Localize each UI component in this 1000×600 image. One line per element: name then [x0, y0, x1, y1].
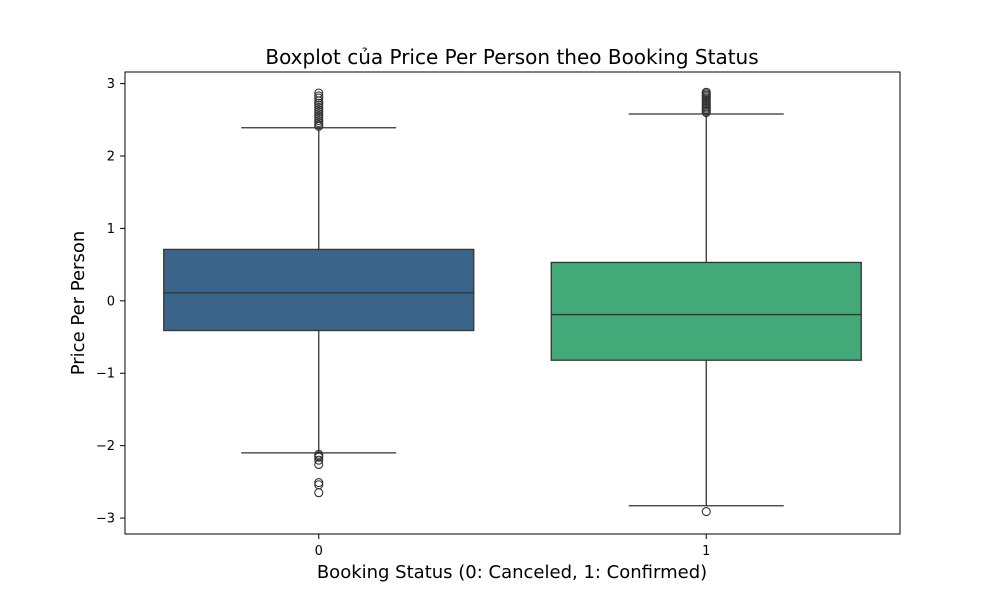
y-tick-label: −2: [96, 439, 115, 454]
outlier-point: [314, 102, 324, 113]
outlier-point: [314, 455, 324, 465]
chart-title: Boxplot của Price Per Person theo Bookin…: [265, 45, 758, 69]
y-axis-label: Price Per Person: [68, 231, 89, 376]
outlier-point: [314, 488, 324, 498]
x-tick-label: 0: [315, 544, 323, 559]
outlier-point: [314, 120, 324, 130]
outlier-point: [314, 118, 324, 128]
outlier-point: [314, 93, 324, 103]
y-tick-label: 0: [107, 294, 115, 309]
outlier-point: [314, 478, 324, 488]
outlier-point: [314, 105, 324, 115]
outlier-point: [314, 109, 324, 119]
y-tick-label: 2: [107, 150, 115, 165]
y-axis: 3 2 1 0 −1 −2 −3: [96, 77, 125, 527]
box-iqr: [163, 248, 475, 332]
box-group-0: [163, 88, 475, 498]
x-tick-label: 1: [702, 544, 710, 559]
outlier-point: [701, 87, 711, 97]
y-tick-label: −3: [96, 512, 115, 527]
plot-frame: [124, 71, 901, 535]
plot-area: [163, 87, 862, 517]
outlier-point: [314, 115, 324, 126]
outlier-point: [314, 98, 324, 108]
outlier-point: [314, 91, 324, 101]
y-tick-label: −1: [96, 367, 115, 382]
box-iqr: [550, 261, 862, 361]
outlier-point: [314, 111, 324, 121]
y-tick-label: 1: [107, 222, 115, 237]
outlier-point: [314, 107, 324, 117]
y-tick-label: 3: [107, 77, 115, 92]
outlier-point: [314, 113, 324, 123]
outlier-point: [701, 507, 711, 517]
outlier-point: [314, 459, 324, 470]
x-axis-label: Booking Status (0: Canceled, 1: Confirme…: [317, 562, 707, 583]
outlier-point: [314, 88, 324, 98]
outlier-point: [314, 452, 324, 462]
box-group-1: [550, 87, 862, 517]
outlier-point: [314, 100, 324, 110]
